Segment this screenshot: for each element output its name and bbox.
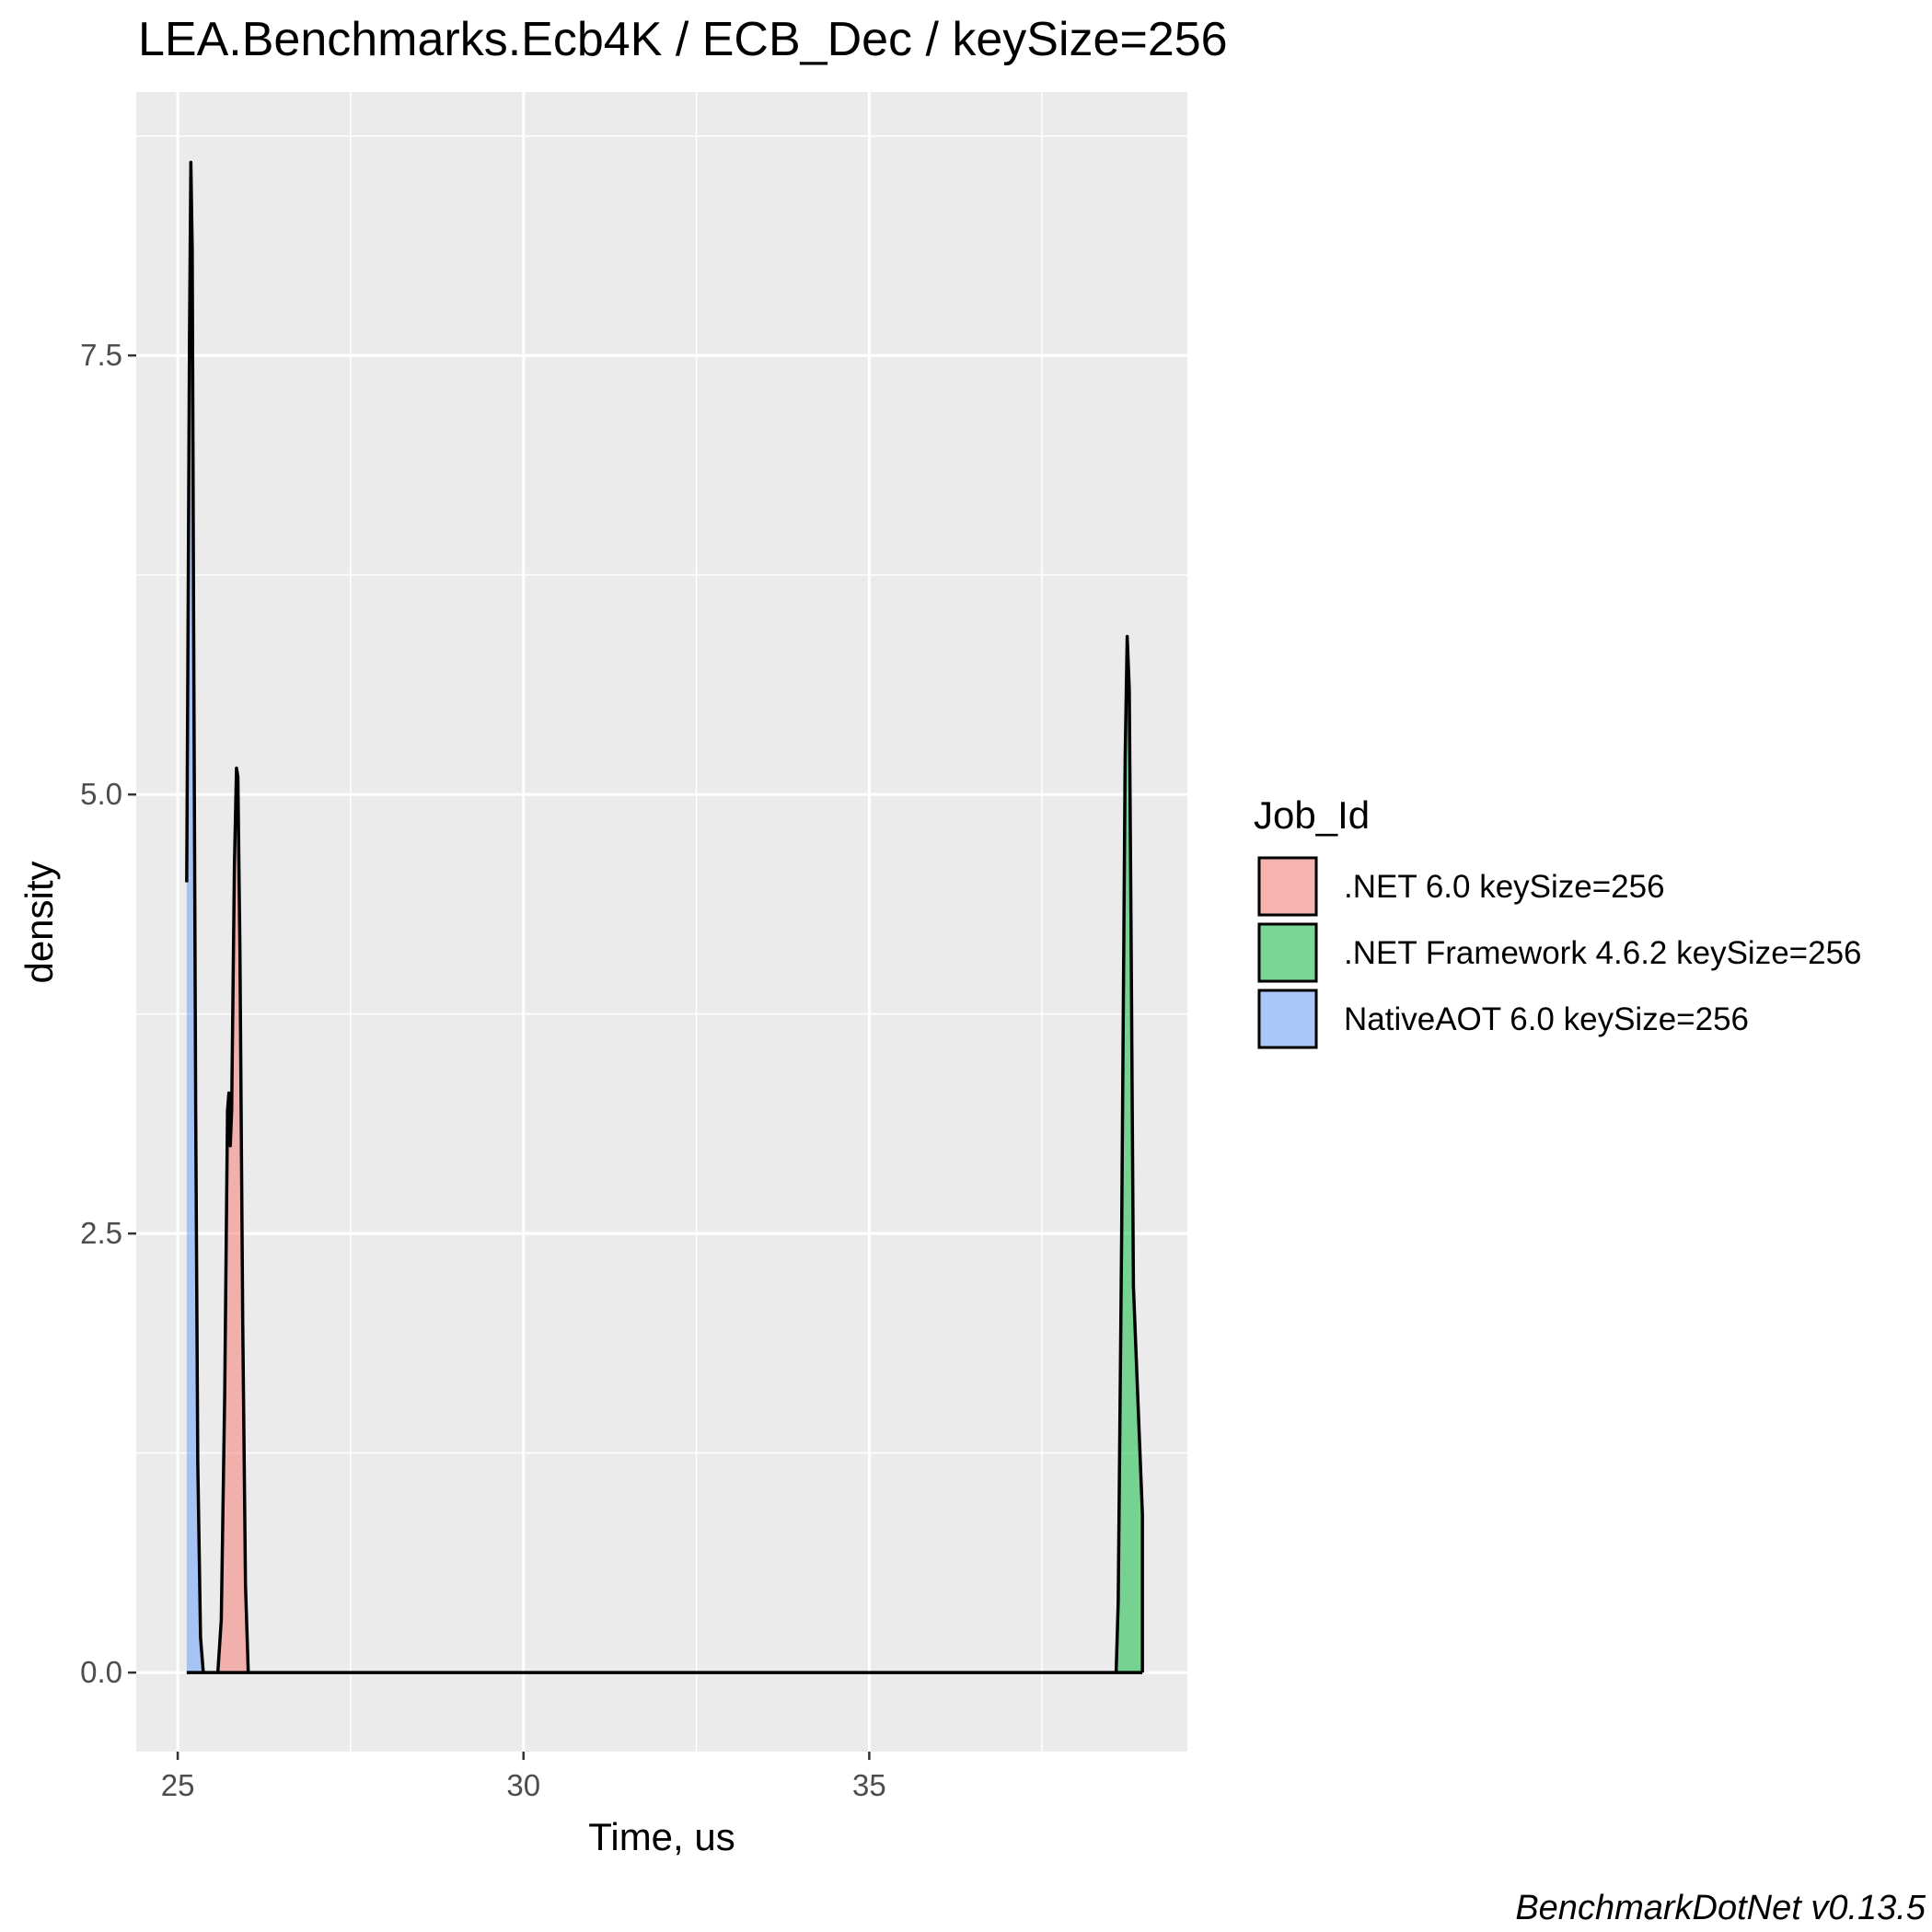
y-axis-title: density	[17, 861, 61, 983]
density-outline	[1114, 634, 1144, 1673]
legend-swatch	[1257, 989, 1318, 1049]
legend-label: .NET 6.0 keySize=256	[1344, 869, 1665, 905]
legend-label: NativeAOT 6.0 keySize=256	[1344, 1001, 1749, 1037]
y-tick-label: 0.0	[80, 1655, 122, 1689]
legend-swatch	[1257, 856, 1318, 917]
density-area	[1116, 636, 1143, 1673]
density-outline	[185, 160, 205, 1673]
caption: BenchmarkDotNet v0.13.5	[1515, 1889, 1926, 1927]
x-tick-label: 25	[161, 1768, 195, 1802]
y-tick-label: 7.5	[80, 338, 122, 372]
legend-label: .NET Framework 4.6.2 keySize=256	[1344, 935, 1862, 971]
plot-panel	[136, 92, 1187, 1752]
legend-items: .NET 6.0 keySize=256 .NET Framework 4.6.2…	[1257, 856, 1862, 1049]
legend: Job_Id .NET 6.0 keySize=256 .NET Framewor…	[1254, 793, 1862, 1049]
density-outline	[215, 766, 250, 1673]
minor-gridlines	[136, 92, 1187, 1752]
x-axis-title: Time, us	[588, 1815, 735, 1858]
x-tick-label: 30	[506, 1768, 540, 1802]
y-tick-label: 2.5	[80, 1216, 122, 1250]
y-tick-label: 5.0	[80, 777, 122, 811]
chart-title: LEA.Benchmarks.Ecb4K / ECB_Dec / keySize…	[138, 13, 1228, 66]
density-series	[185, 160, 1144, 1674]
x-tick-label: 35	[852, 1768, 886, 1802]
y-axis: 0.0 2.5 5.0 7.5	[80, 338, 136, 1689]
legend-swatch	[1257, 922, 1318, 983]
density-area	[186, 162, 203, 1673]
x-axis: 25 30 35	[161, 1752, 886, 1802]
legend-title: Job_Id	[1254, 793, 1370, 837]
